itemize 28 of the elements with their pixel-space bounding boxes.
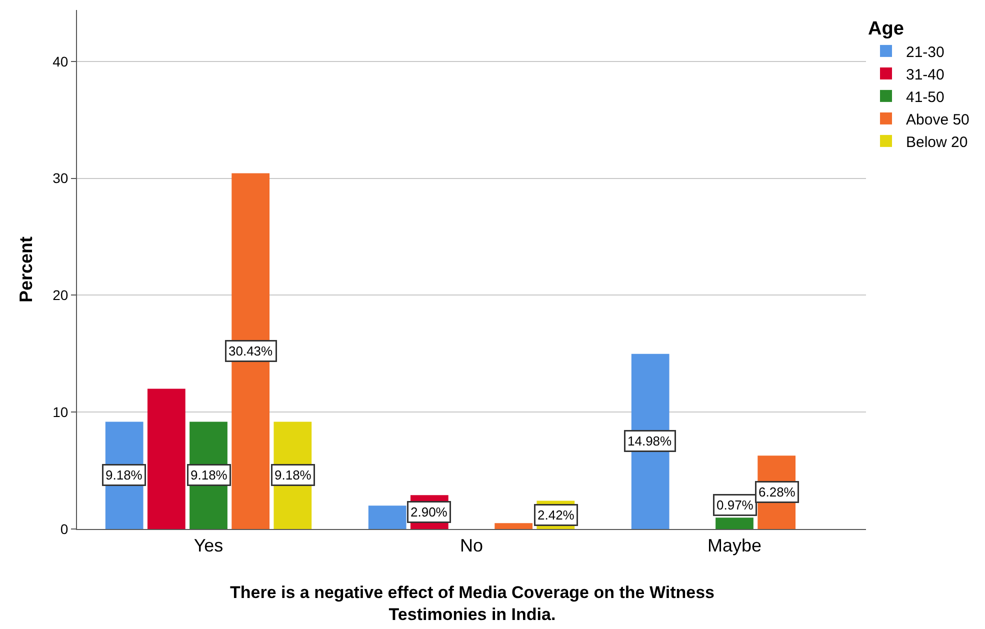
y-tick-label: 20: [52, 287, 68, 304]
data-label: 9.18%: [190, 468, 228, 482]
data-label: 30.43%: [228, 344, 274, 358]
legend-label: 41-50: [906, 88, 944, 106]
bar: [147, 388, 186, 529]
x-tick-label: No: [460, 536, 484, 556]
x-tick-label: Yes: [194, 536, 224, 556]
y-axis-title: Percent: [16, 236, 36, 303]
y-tick-label: 40: [52, 53, 68, 70]
legend-label: Below 20: [906, 134, 968, 151]
data-label: 9.18%: [106, 468, 143, 482]
y-tick-label: 0: [60, 520, 68, 537]
legend-title: Age: [868, 18, 904, 40]
data-label: 14.98%: [628, 434, 672, 448]
y-tick-label: 30: [52, 170, 68, 186]
data-label: 2.90%: [410, 504, 448, 520]
legend-label: 31-40: [906, 66, 944, 84]
bar: [716, 518, 754, 529]
bar: [494, 523, 533, 529]
data-label: 0.97%: [716, 498, 754, 512]
data-label: 9.18%: [274, 468, 312, 482]
legend-label: Above 50: [906, 111, 970, 128]
data-label: 2.42%: [538, 508, 575, 522]
data-label: 6.28%: [758, 484, 796, 500]
x-axis-title: There is a negative effect of Media Coverage on the Witness Testimonies in India.: [230, 583, 714, 624]
x-tick-label: Maybe: [707, 536, 762, 556]
legend-label: 21-30: [906, 44, 944, 61]
y-tick-label: 10: [52, 404, 68, 420]
